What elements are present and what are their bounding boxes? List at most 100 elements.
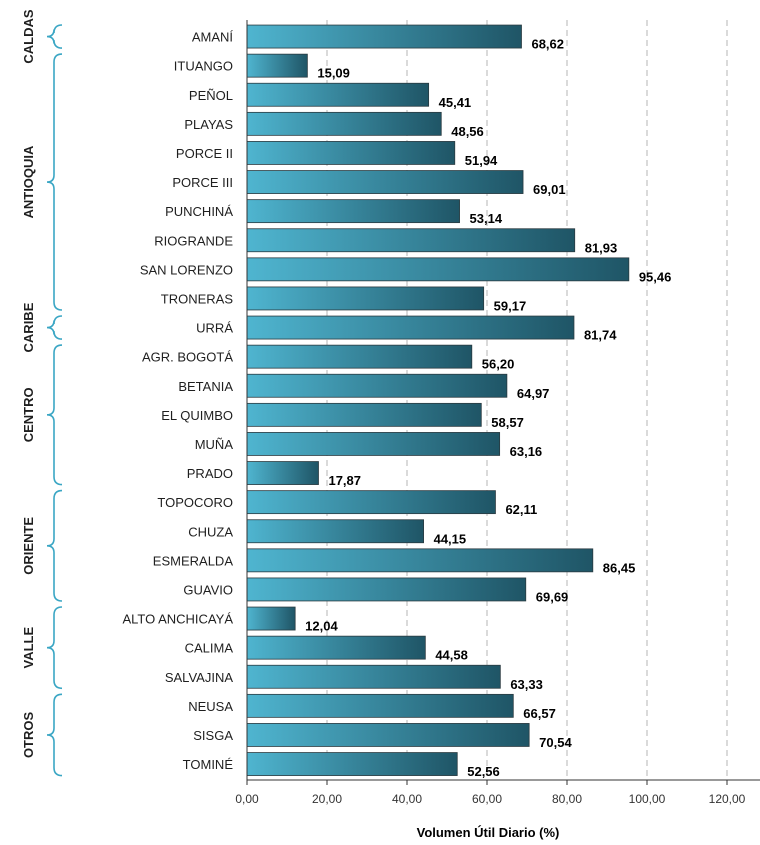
- category-label: SISGA: [193, 728, 233, 743]
- group-label: ANTIOQUIA: [21, 145, 36, 219]
- bar: [246, 490, 496, 515]
- category-label: CALIMA: [185, 641, 234, 656]
- category-label: EL QUIMBO: [161, 408, 233, 423]
- bar: [246, 548, 594, 573]
- x-tick-label: 40,00: [392, 792, 422, 806]
- value-label: 52,56: [467, 764, 500, 779]
- bar: [246, 315, 575, 340]
- category-label: SAN LORENZO: [140, 262, 233, 277]
- x-tick-label: 80,00: [552, 792, 582, 806]
- value-label: 63,16: [510, 444, 543, 459]
- value-label: 70,54: [539, 735, 572, 750]
- group-bracket: [46, 315, 63, 340]
- bar: [246, 199, 460, 224]
- group-label: OTROS: [21, 712, 36, 759]
- category-label: TOMINÉ: [183, 757, 234, 772]
- value-label: 62,11: [505, 502, 537, 517]
- x-tick-label: 120,00: [709, 792, 746, 806]
- category-label: URRÁ: [196, 321, 233, 336]
- group-label: VALLE: [21, 627, 36, 669]
- bar: [246, 519, 425, 544]
- category-label: PEÑOL: [189, 88, 233, 103]
- bar: [246, 141, 456, 165]
- group-label: CALDAS: [21, 9, 36, 63]
- value-label: 95,46: [639, 269, 672, 284]
- value-label: 12,04: [305, 619, 338, 634]
- category-label: PUNCHINÁ: [165, 204, 233, 219]
- bar: [246, 432, 501, 456]
- value-label: 56,20: [482, 357, 515, 372]
- value-label: 81,74: [584, 328, 617, 343]
- value-label: 53,14: [470, 211, 503, 226]
- group-bracket: [46, 24, 63, 49]
- category-label: GUAVIO: [183, 582, 233, 597]
- category-labels: AMANÍ ITUANGO PEÑOL PLAYAS PORCE II PORCE III…: [122, 30, 234, 772]
- group-bracket: [46, 53, 63, 311]
- category-label: SALVAJINA: [165, 670, 233, 685]
- category-label: PORCE II: [176, 146, 233, 161]
- x-tick-label: 60,00: [472, 792, 502, 806]
- value-label: 58,57: [491, 415, 524, 430]
- value-label: 66,57: [523, 706, 556, 721]
- category-label: ITUANGO: [174, 59, 233, 74]
- bars: [246, 24, 630, 776]
- bar: [246, 693, 514, 718]
- value-label: 69,69: [536, 589, 569, 604]
- bar: [246, 53, 308, 78]
- bar: [246, 111, 442, 136]
- value-label: 44,15: [434, 531, 467, 546]
- group-bracket: [46, 606, 63, 690]
- value-label: 45,41: [439, 95, 472, 110]
- bar: [246, 723, 530, 747]
- value-labels: 68,62 15,09 45,41 48,56 51,94 69,01 53,14 81,93…: [305, 37, 672, 779]
- value-label: 15,09: [317, 66, 350, 81]
- value-label: 86,45: [603, 560, 636, 575]
- x-tick-label: 100,00: [629, 792, 666, 806]
- category-label: ESMERALDA: [153, 553, 234, 568]
- group-label: CENTRO: [21, 387, 36, 442]
- value-label: 68,62: [531, 37, 564, 52]
- bar: [246, 257, 630, 282]
- bar: [246, 635, 426, 660]
- category-label: TOPOCORO: [157, 495, 233, 510]
- category-label: AMANÍ: [192, 30, 234, 45]
- value-label: 59,17: [494, 298, 527, 313]
- group-bracket: [46, 489, 63, 602]
- bar: [246, 82, 430, 107]
- bar: [246, 228, 576, 253]
- category-label: MUÑA: [195, 437, 234, 452]
- bar: [246, 752, 458, 776]
- bar: [246, 606, 296, 631]
- value-label: 44,58: [435, 648, 468, 663]
- category-label: NEUSA: [188, 699, 233, 714]
- value-label: 81,93: [585, 240, 618, 255]
- bar: [246, 170, 524, 194]
- bar: [246, 402, 482, 427]
- x-axis-title: Volumen Útil Diario (%): [417, 825, 560, 840]
- bar: [246, 344, 473, 369]
- category-label: RIOGRANDE: [154, 233, 233, 248]
- bar: [246, 286, 485, 311]
- value-label: 69,01: [533, 182, 566, 197]
- bar: [246, 24, 522, 49]
- value-label: 17,87: [328, 473, 361, 488]
- group-bracket: [46, 344, 63, 486]
- bar: [246, 577, 527, 602]
- category-label: AGR. BOGOTÁ: [142, 350, 233, 365]
- group-label: CARIBE: [21, 302, 36, 352]
- group-brackets: CALDAS ANTIOQUIA CARIBE CENTRO ORIENTE VALLE O…: [21, 9, 63, 777]
- value-label: 48,56: [451, 124, 484, 139]
- group-label: ORIENTE: [21, 517, 36, 575]
- category-label: PORCE III: [172, 175, 233, 190]
- bar: [246, 461, 319, 485]
- value-label: 51,94: [465, 153, 498, 168]
- category-label: TRONERAS: [161, 291, 234, 306]
- category-label: PLAYAS: [184, 117, 233, 132]
- x-tick-label: 0,00: [235, 792, 259, 806]
- group-bracket: [46, 693, 63, 777]
- category-label: CHUZA: [188, 524, 233, 539]
- bar: [246, 664, 501, 689]
- category-label: ALTO ANCHICAYÁ: [122, 612, 233, 627]
- x-tick-label: 20,00: [312, 792, 342, 806]
